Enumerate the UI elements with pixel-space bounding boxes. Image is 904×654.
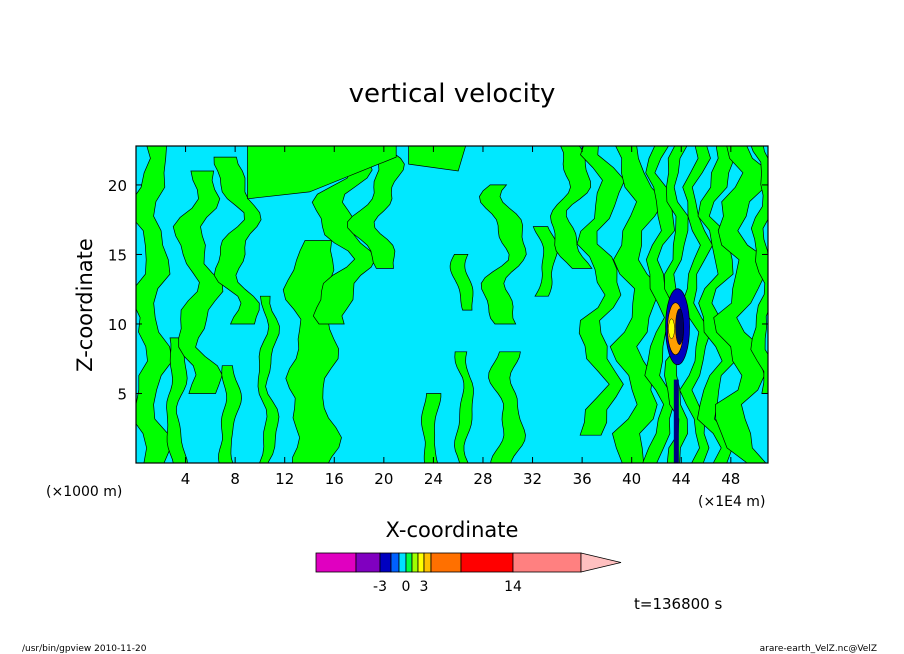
colorbar-segment [417, 552, 425, 573]
x-tick-label: 36 [573, 470, 592, 488]
colorbar-segment [355, 552, 381, 573]
x-tick-label: 4 [181, 470, 191, 488]
positive-region [213, 156, 262, 325]
x-tick-label: 44 [672, 470, 691, 488]
x-tick-label: 40 [622, 470, 641, 488]
positive-region [454, 351, 474, 463]
positive-region [488, 351, 526, 463]
time-annotation: t=136800 s [634, 595, 722, 613]
colorbar-arrow [580, 552, 622, 573]
footer-right: arare-earth_VelZ.nc@VelZ [760, 644, 877, 654]
colorbar [315, 552, 622, 573]
colorbar-segment [315, 552, 357, 573]
positive-region [697, 146, 736, 463]
colorbar-segment [460, 552, 514, 573]
plot-frame [135, 145, 769, 464]
positive-region [679, 146, 713, 463]
positive-region [550, 146, 593, 269]
x-unit-left: (×1000 m) [46, 484, 122, 500]
x-tick-label: 12 [275, 470, 294, 488]
y-axis-label: Z-coordinate [73, 238, 97, 372]
positive-region [172, 170, 224, 394]
positive-region [408, 146, 466, 172]
colorbar-segment [512, 552, 582, 573]
colorbar-segment [390, 552, 400, 573]
positive-region [532, 226, 558, 297]
y-tick-label: 5 [117, 385, 127, 403]
y-tick-label: 10 [108, 316, 127, 334]
x-tick-label: 8 [230, 470, 240, 488]
positive-region [247, 146, 397, 200]
positive-region [311, 146, 376, 325]
positive-region [257, 295, 280, 463]
positive-region [642, 146, 677, 463]
colorbar-segment [405, 552, 413, 573]
y-tick-label: 15 [108, 246, 127, 264]
y-tick-label: 20 [108, 177, 127, 195]
positive-region [449, 254, 474, 311]
positive-region [347, 146, 405, 269]
colorbar-segment [398, 552, 407, 573]
positive-region [218, 365, 242, 463]
colorbar-tick-label: 14 [504, 579, 522, 595]
colorbar-segment [430, 552, 462, 573]
positive-region [479, 184, 527, 325]
x-tick-label: 32 [523, 470, 542, 488]
colorbar-segment [411, 552, 419, 573]
colorbar-tick-label: -3 [373, 579, 387, 595]
plot-area [135, 145, 769, 464]
x-tick-label: 24 [424, 470, 443, 488]
colorbar-segment [379, 552, 392, 573]
x-tick-label: 20 [374, 470, 393, 488]
x-tick-label: 28 [473, 470, 492, 488]
x-tick-label: 16 [325, 470, 344, 488]
x-axis-label: X-coordinate [386, 518, 519, 542]
core-min [675, 308, 684, 345]
positive-region [136, 146, 173, 463]
chart-title: vertical velocity [349, 79, 556, 109]
positive-region [421, 393, 442, 463]
colorbar-tick-label: 0 [402, 579, 411, 595]
core-stem [673, 379, 679, 463]
colorbar-segment [423, 552, 432, 573]
colorbar-tick-label: 3 [420, 579, 429, 595]
footer-left: /usr/bin/gpview 2010-11-20 [22, 644, 147, 654]
core-max [668, 318, 675, 339]
positive-region [576, 146, 626, 436]
x-tick-label: 48 [721, 470, 740, 488]
x-unit-right: (×1E4 m) [698, 494, 765, 510]
